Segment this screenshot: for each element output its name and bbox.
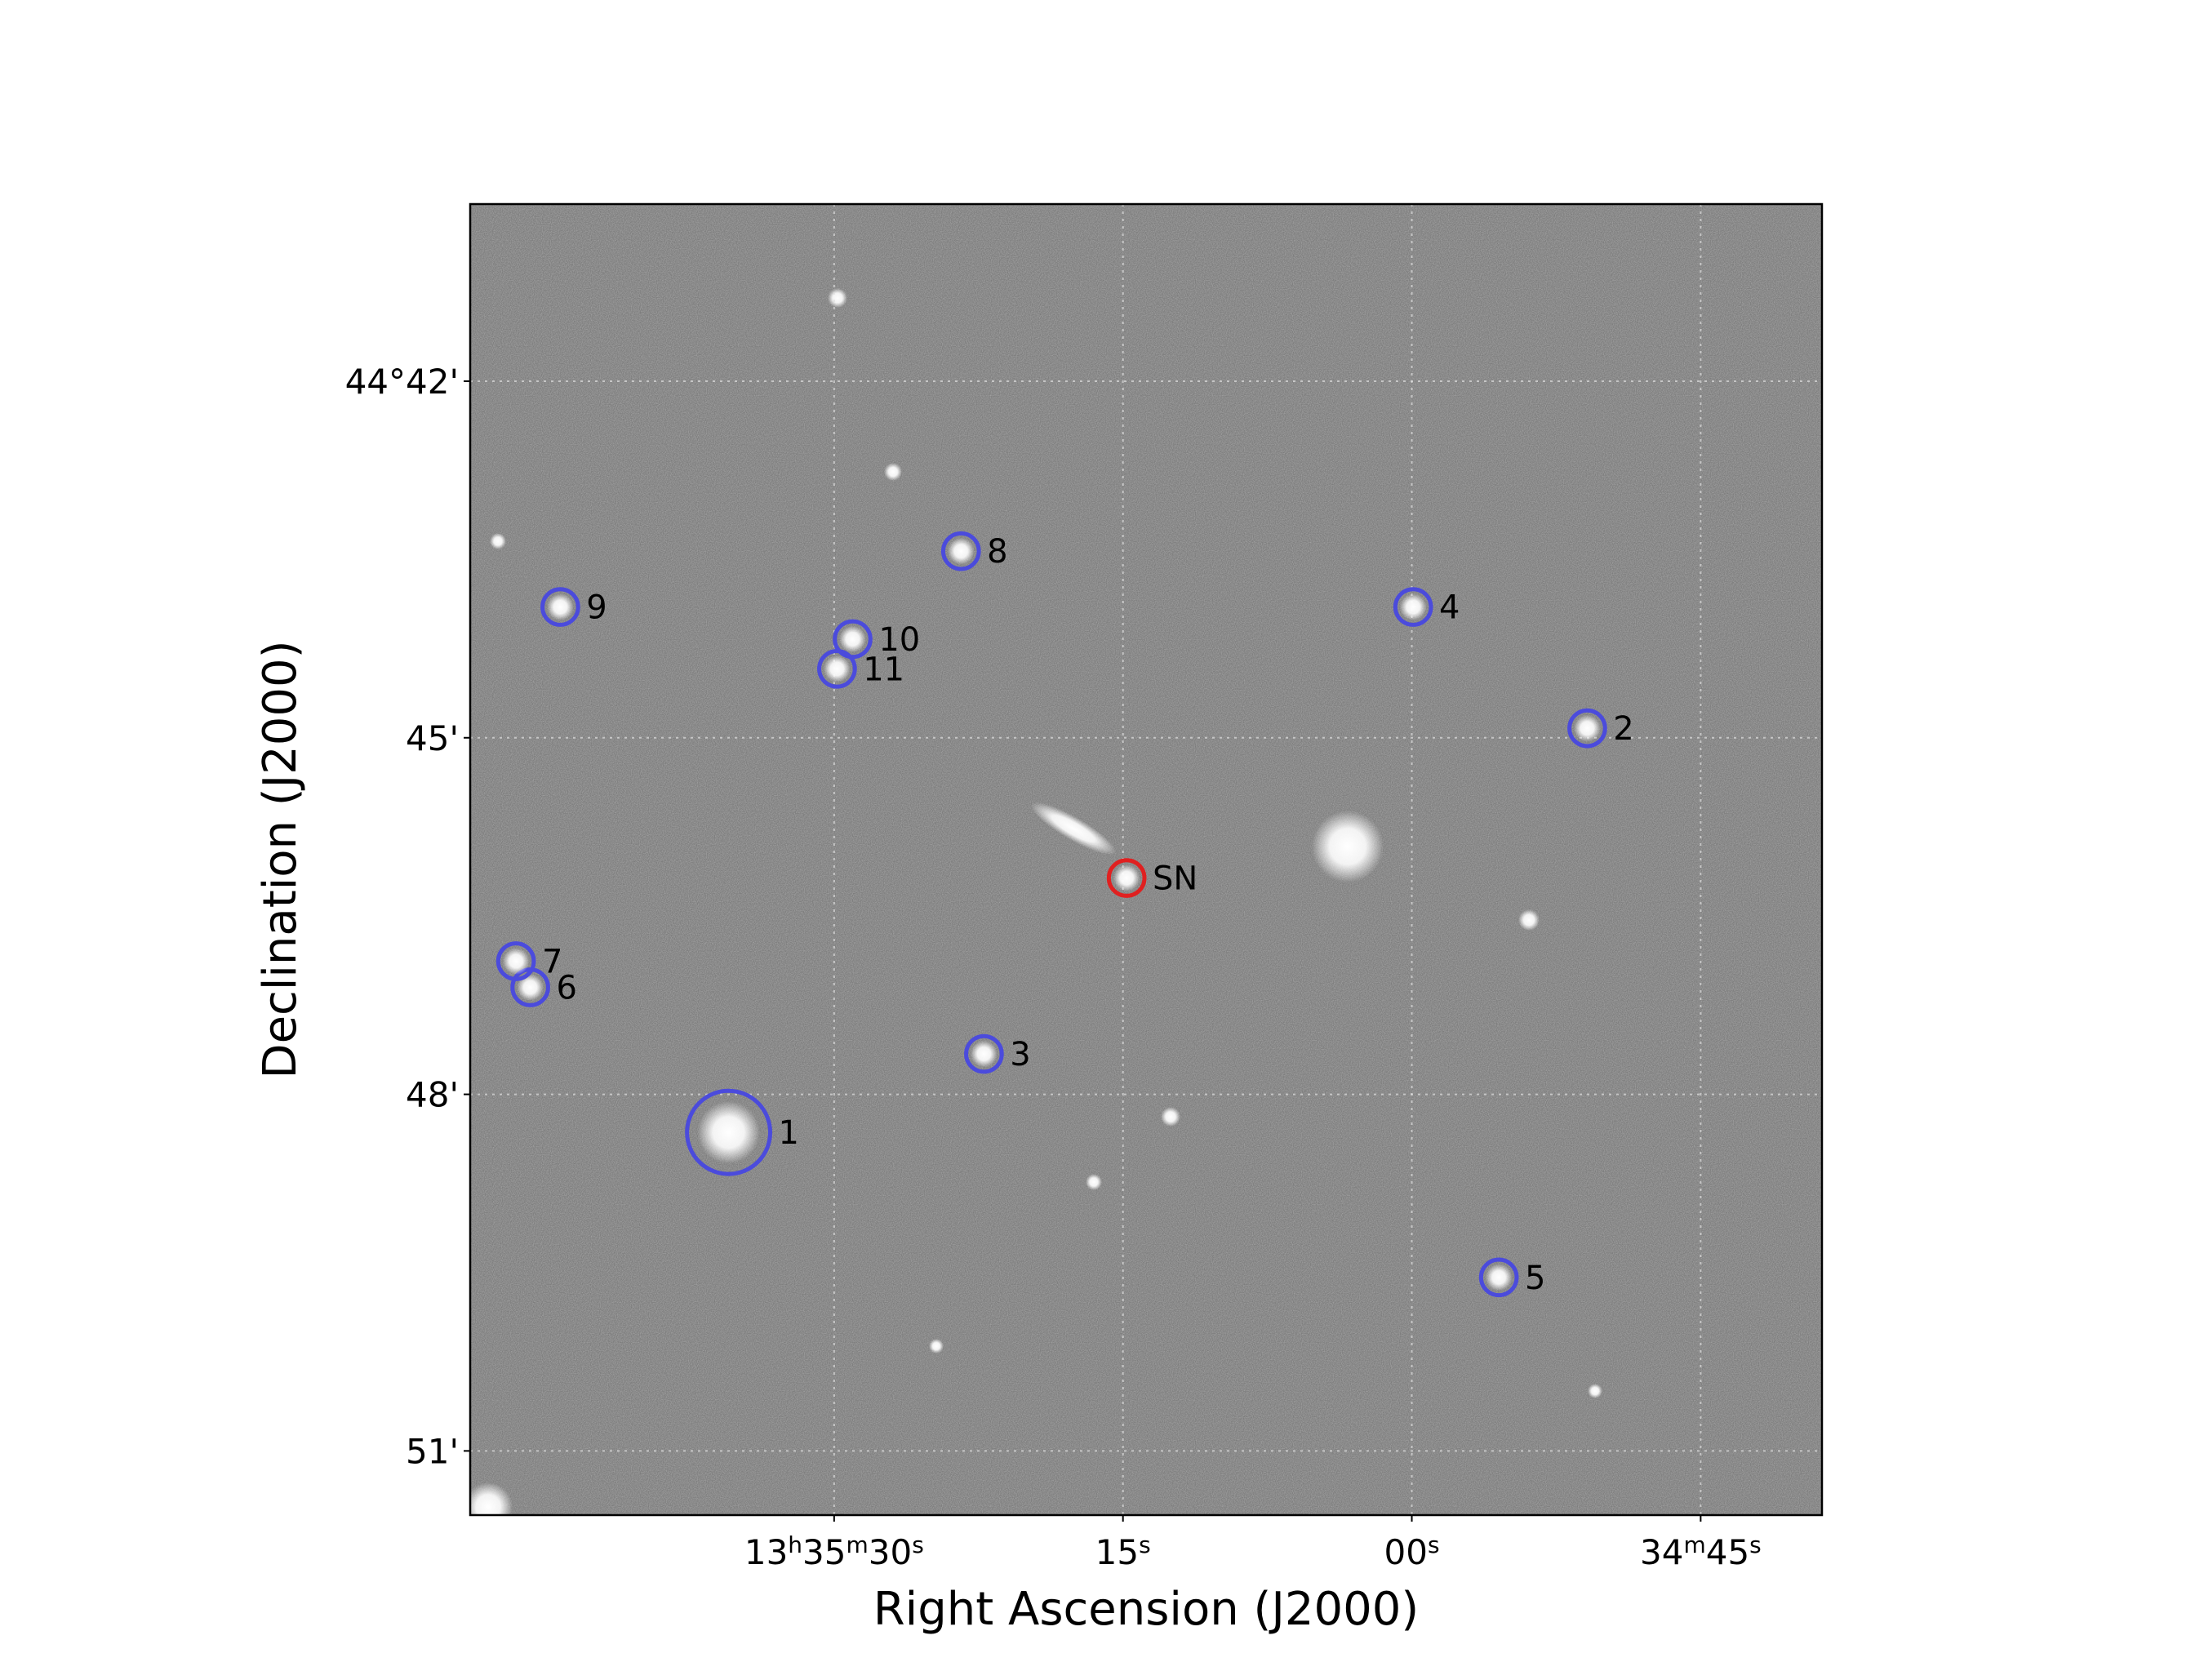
- star: [947, 537, 975, 565]
- star: [839, 625, 866, 653]
- marker-circle: [1567, 708, 1607, 749]
- y-tick-label: 44°42': [345, 362, 459, 402]
- star: [1485, 1264, 1513, 1291]
- y-tick-label: 51': [406, 1431, 459, 1471]
- marker-label: 3: [1010, 1036, 1030, 1073]
- marker-circle: [940, 531, 981, 571]
- marker-label: 1: [779, 1114, 799, 1152]
- marker-label: 5: [1525, 1260, 1545, 1297]
- marker-label: SN: [1153, 860, 1198, 898]
- marker-circle: [1393, 587, 1433, 627]
- marker-label: 7: [542, 943, 562, 980]
- x-tick-label: 34m45s: [1640, 1531, 1762, 1572]
- marker-label: 9: [586, 589, 607, 627]
- marker-label: 4: [1439, 589, 1460, 627]
- x-tick-label: 15s: [1095, 1531, 1151, 1572]
- star: [1574, 714, 1601, 742]
- marker-label: 2: [1613, 710, 1633, 748]
- star: [517, 974, 544, 1001]
- star: [547, 593, 574, 620]
- x-tick-label: 00s: [1384, 1531, 1440, 1572]
- marker-circle: [1478, 1257, 1519, 1298]
- marker-circle: [817, 648, 857, 689]
- marker-circle: [495, 941, 536, 981]
- star: [502, 948, 530, 975]
- x-tick-label: 13h35m30s: [744, 1531, 924, 1572]
- y-axis-title: Declination (J2000): [254, 640, 307, 1078]
- marker-label: 8: [987, 533, 1007, 571]
- y-tick-label: 45': [406, 718, 459, 758]
- star: [1399, 593, 1427, 620]
- sky-image: [470, 204, 1822, 1515]
- y-tick-label: 48': [406, 1075, 459, 1115]
- marker-label: 6: [556, 970, 576, 1007]
- star: [970, 1040, 998, 1068]
- marker-circle: [964, 1033, 1004, 1074]
- marker-label: 10: [878, 621, 920, 659]
- marker-label: 11: [863, 651, 904, 688]
- plot-frame: [469, 202, 1824, 1517]
- marker-circle: [685, 1088, 773, 1176]
- x-axis-title: Right Ascension (J2000): [873, 1583, 1420, 1636]
- marker-circle: [540, 587, 580, 627]
- marker-circle: [1106, 858, 1147, 898]
- star: [1113, 864, 1140, 891]
- star: [697, 1100, 760, 1164]
- star: [824, 655, 851, 682]
